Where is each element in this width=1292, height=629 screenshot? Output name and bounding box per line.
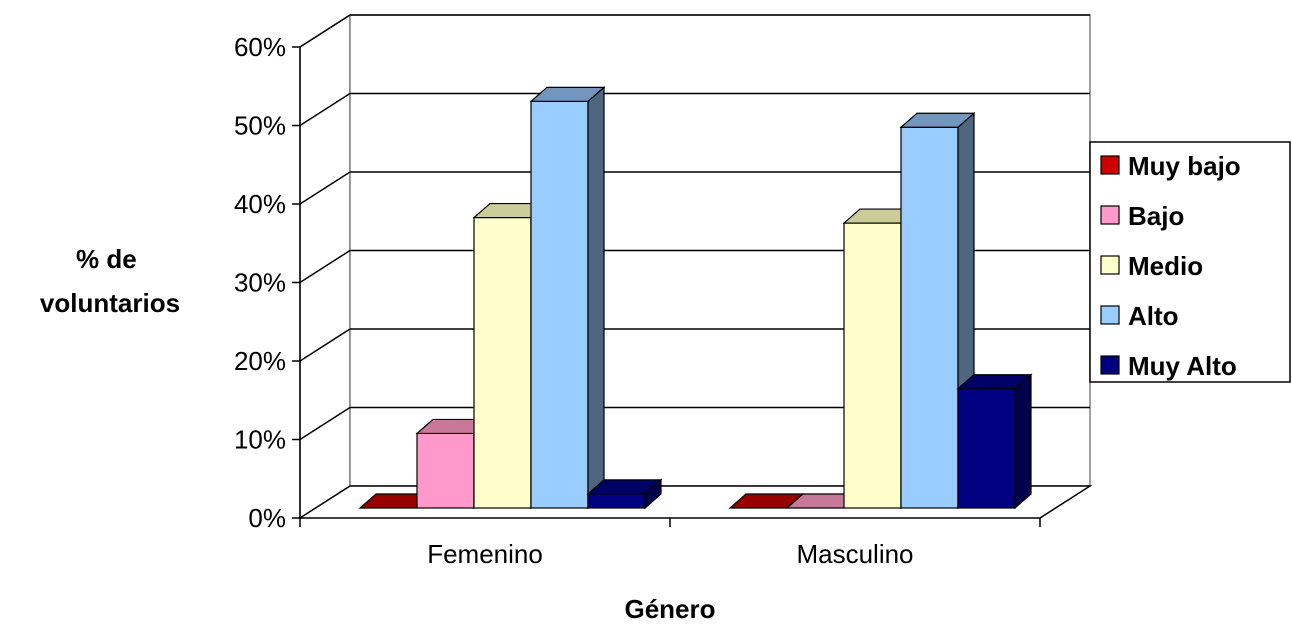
legend-box <box>1089 141 1291 383</box>
legend-item: Medio <box>1100 251 1203 281</box>
gridline-side <box>299 406 351 441</box>
gridline-side <box>299 328 351 362</box>
legend: Muy bajo Bajo Medio Alto Muy Alto <box>1089 141 1291 383</box>
x-axis-title: Género <box>624 594 715 624</box>
y-tick-label: 0% <box>248 503 286 533</box>
bar-front <box>473 216 532 509</box>
legend-swatch <box>1100 355 1120 375</box>
x-tick-label: Masculino <box>796 539 913 569</box>
y-tick-label: 50% <box>234 111 286 141</box>
legend-swatch <box>1100 305 1120 325</box>
bar-front <box>530 100 589 509</box>
bars <box>358 86 1033 510</box>
legend-item: Bajo <box>1100 201 1184 231</box>
bar-side <box>644 478 662 510</box>
gridline-side <box>299 171 351 205</box>
legend-label: Medio <box>1128 251 1203 281</box>
y-axis-title: % de voluntarios <box>40 244 180 318</box>
bar <box>529 86 606 510</box>
bar <box>956 373 1033 510</box>
y-tick-label: 10% <box>234 425 286 455</box>
legend-label: Alto <box>1128 301 1179 331</box>
legend-item: Alto <box>1100 301 1179 331</box>
legend-label: Bajo <box>1128 201 1184 231</box>
legend-swatch <box>1100 155 1120 175</box>
legend-item: Muy Alto <box>1100 351 1237 381</box>
legend-item: Muy bajo <box>1100 151 1241 181</box>
y-tick-label: 60% <box>234 32 286 62</box>
bar-front <box>843 222 902 509</box>
x-tick-label: Femenino <box>427 539 543 569</box>
legend-swatch <box>1100 255 1120 275</box>
y-tick-label: 20% <box>234 346 286 376</box>
bar-front <box>957 388 1016 509</box>
bar <box>586 478 663 510</box>
bar-side <box>587 86 605 510</box>
bar-front <box>416 432 475 509</box>
bar-front <box>900 126 959 509</box>
y-tick-label: 40% <box>234 189 286 219</box>
bar-front <box>587 493 646 509</box>
gridline-side <box>299 249 351 284</box>
bar-side <box>1014 373 1032 510</box>
legend-label: Muy bajo <box>1128 151 1241 181</box>
legend-swatch <box>1100 205 1120 225</box>
y-tick-label: 30% <box>234 268 286 298</box>
y-axis-title-line-1: % de <box>76 244 137 274</box>
gridline-side <box>299 92 351 127</box>
y-tick-labels: 0% 10% 20% 30% 40% 50% 60% <box>234 32 286 533</box>
legend-label: Muy Alto <box>1128 351 1237 381</box>
gridline-side <box>299 14 351 48</box>
y-axis-title-line-2: voluntarios <box>40 288 180 318</box>
x-tick-labels: Femenino Masculino <box>427 539 913 569</box>
